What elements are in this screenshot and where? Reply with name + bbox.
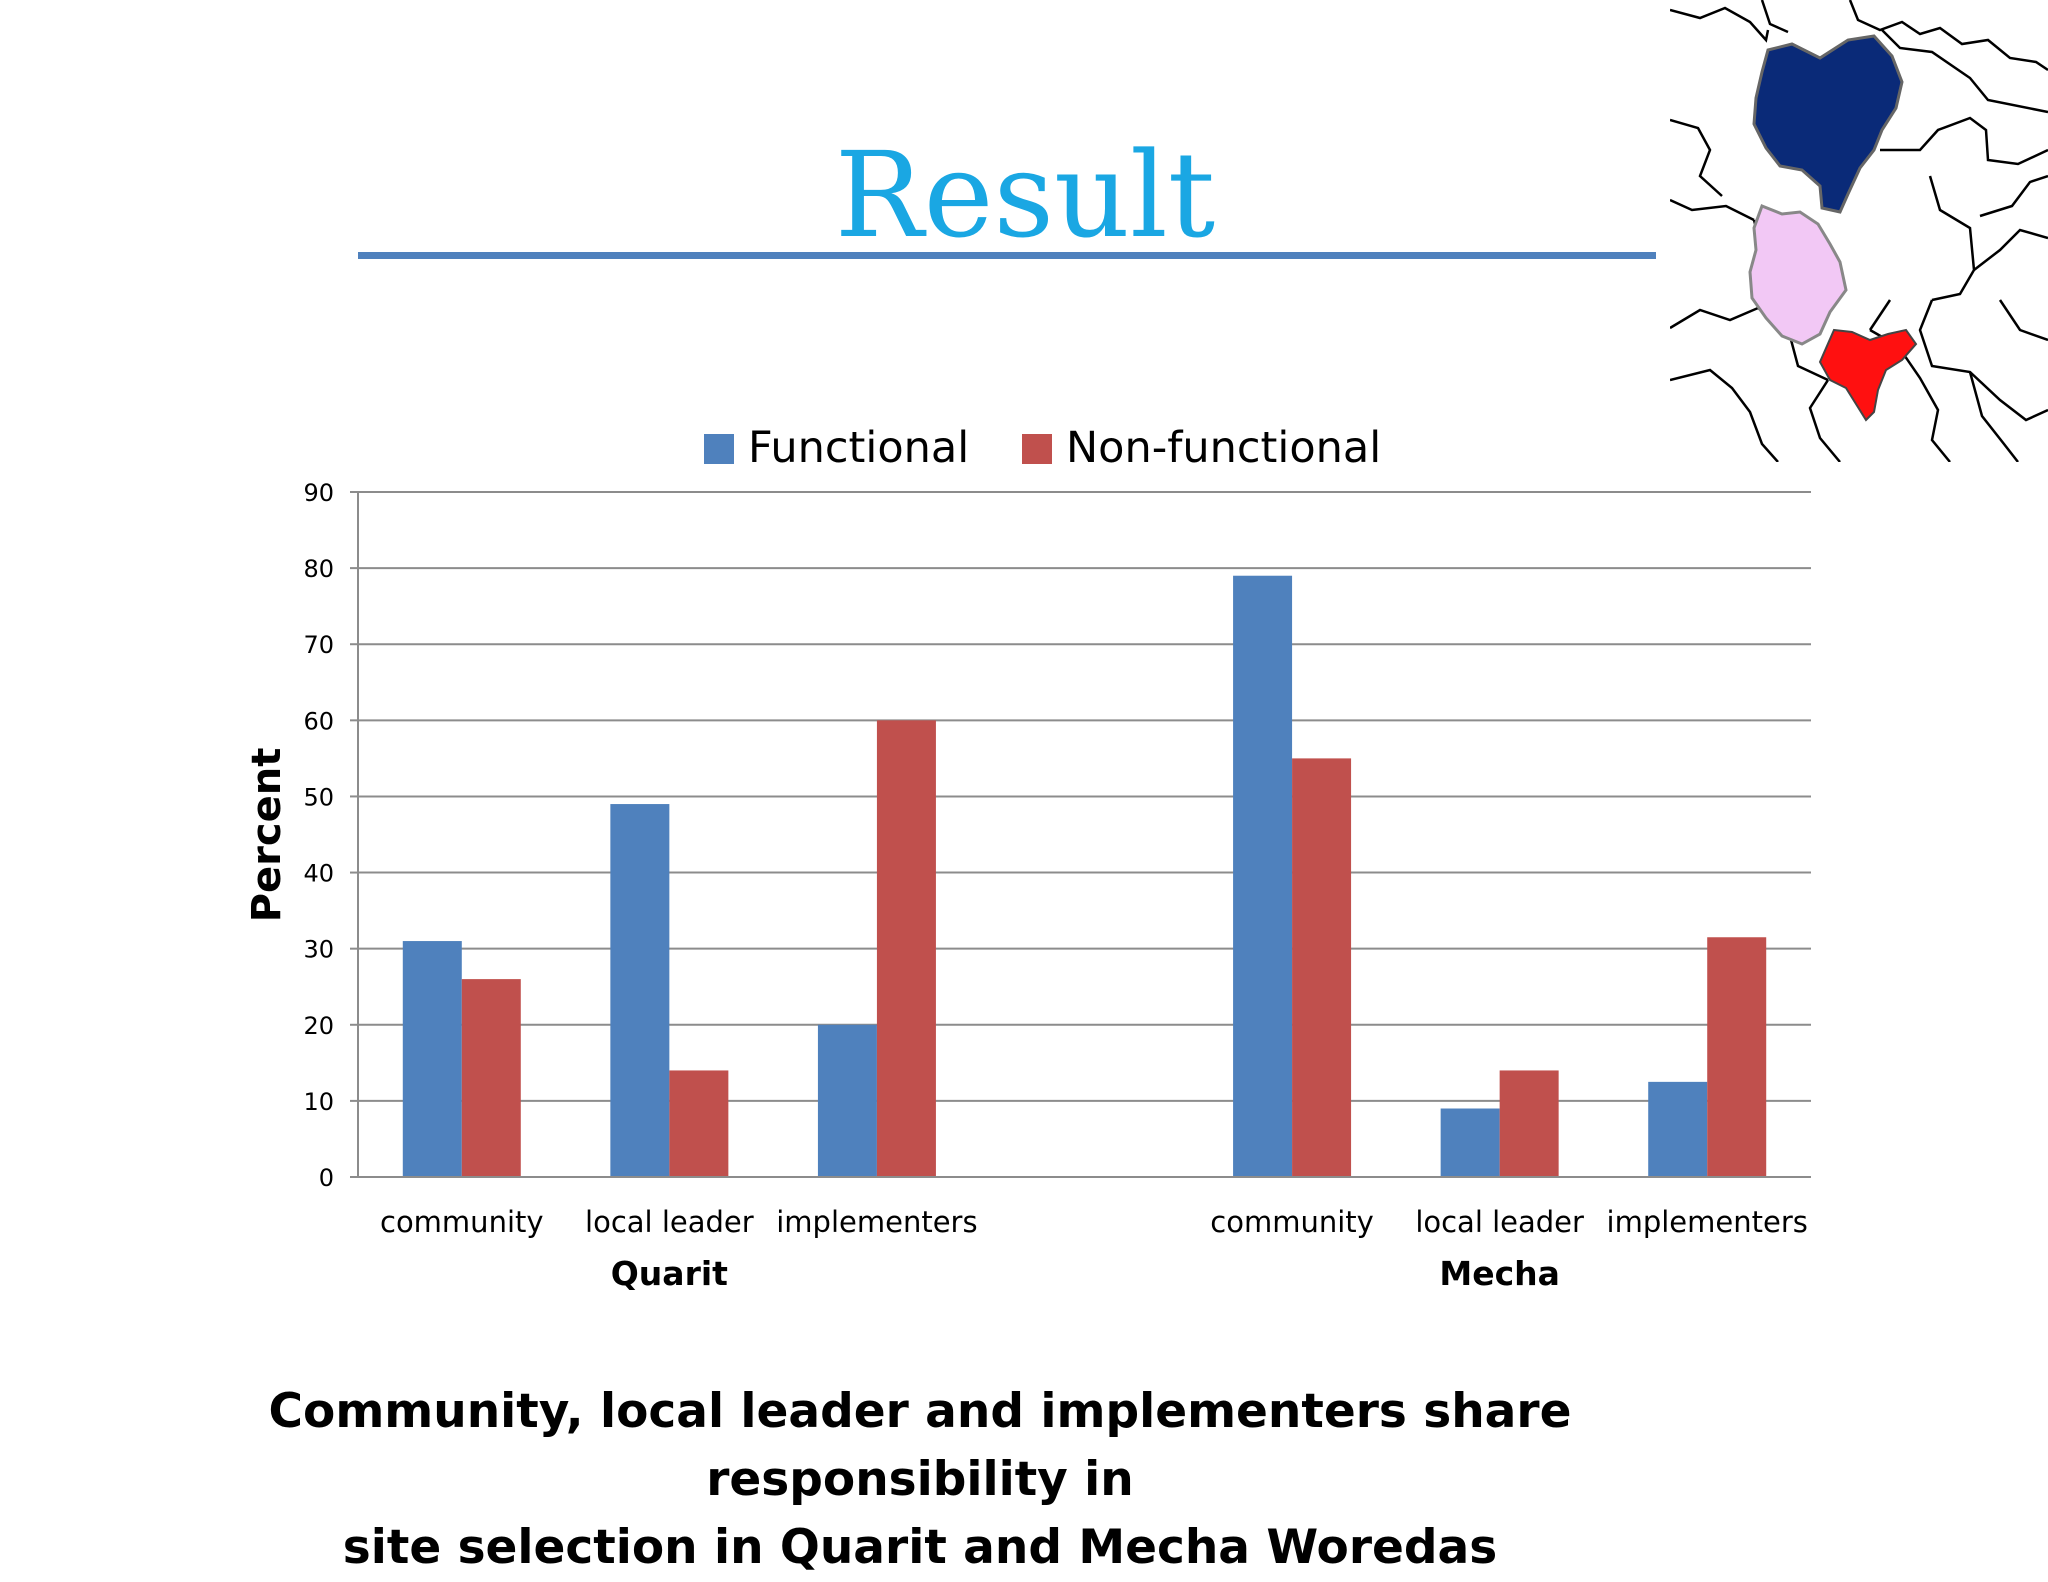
caption-line-1: Community, local leader and implementers… [268,1384,1572,1507]
y-tick-label: 80 [303,555,334,583]
legend-label: Functional [748,423,969,473]
x-category-label: local leader [1415,1205,1584,1239]
y-tick-label: 90 [303,479,334,507]
bar-functional [610,804,670,1177]
y-tick-label: 50 [303,783,334,811]
bar-non-functional [669,1070,729,1177]
legend-label: Non-functional [1066,423,1381,473]
bar-non-functional [876,720,936,1177]
bar-functional [402,941,462,1177]
x-category-label: community [1210,1205,1374,1239]
y-tick-label: 20 [303,1012,334,1040]
map-boundary-line [1760,0,1789,34]
legend-swatch [1022,434,1052,464]
caption-line-2: site selection in Quarit and Mecha Wored… [342,1520,1498,1575]
map-boundary-line [1808,379,1841,462]
map-boundary-line [1848,0,2048,72]
slide-title: Result [834,126,1216,264]
bar-non-functional [1707,937,1767,1177]
bar-non-functional [1499,1070,1559,1177]
map-boundary-line [1979,174,2048,218]
bar-non-functional [461,979,521,1177]
bar-functional [817,1024,877,1177]
y-tick-label: 0 [319,1164,334,1192]
map-boundary-line [1670,368,1779,462]
slide-caption: Community, local leader and implementers… [240,1378,1600,1582]
y-tick-label: 60 [303,707,334,735]
map-boundary-line [1670,118,1723,197]
chart: 0 10 20 30 40 50 60 70 80 90 community local leader… [244,423,1811,1293]
x-category-label: implementers [1607,1205,1808,1239]
map-boundary-line [1868,299,1892,331]
bar-functional [1233,575,1293,1177]
x-group-label: Mecha [1439,1254,1560,1293]
map-boundary-line [1968,371,2019,462]
x-group-label: Quarit [611,1254,728,1293]
bar-non-functional [1292,758,1352,1177]
map-boundary-line [1973,228,2048,271]
map-boundary-line [1670,6,1770,43]
bar-functional [1648,1081,1708,1177]
x-category-label: local leader [585,1205,754,1239]
x-category-label: community [380,1205,544,1239]
map-region-dark [1752,34,1904,214]
y-axis-label: Percent [244,748,290,923]
title-divider [358,252,1656,259]
y-tick-label: 70 [303,631,334,659]
map-region-red [1818,328,1918,422]
map-boundary-line [1670,198,1755,222]
y-tick-label: 40 [303,860,334,888]
bar-functional [1440,1108,1500,1177]
map-boundary-line [1881,29,2048,114]
map-boundary-line [1880,116,2048,166]
map-boundary-line [1998,299,2048,342]
x-category-label: implementers [776,1205,977,1239]
y-tick-label: 10 [303,1088,334,1116]
map-boundary-line [1928,175,1976,302]
map-region-pink [1748,204,1848,346]
region-map [1670,0,2048,462]
y-tick-label: 30 [303,936,334,964]
legend-swatch [704,434,734,464]
